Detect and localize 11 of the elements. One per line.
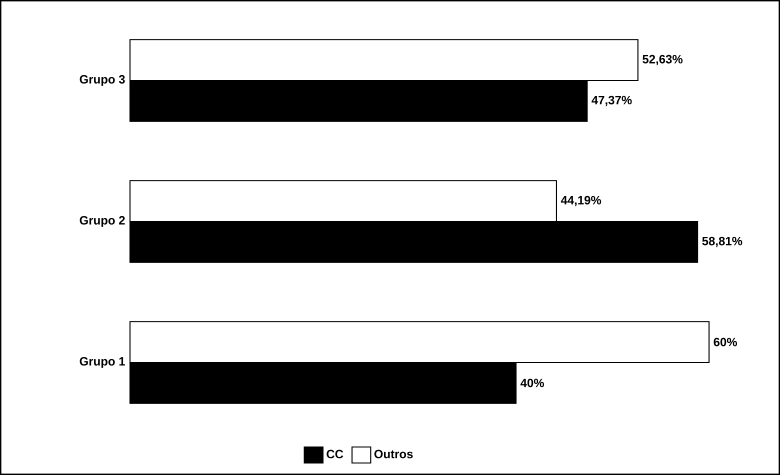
y-tick-label: Grupo 3 (80, 75, 125, 86)
y-tick-label: Grupo 1 (80, 357, 125, 368)
data-label: 47,37% (592, 96, 632, 106)
data-label: 52,63% (642, 54, 683, 66)
data-label: 58,81% (702, 236, 742, 248)
data-label: 40% (520, 378, 544, 388)
legend-label: Outros (374, 450, 413, 458)
y-tick-label: Grupo 2 (80, 216, 125, 227)
data-label: 44,19% (560, 196, 602, 206)
data-label: 60% (714, 338, 738, 346)
legend-label: CC (326, 450, 344, 458)
